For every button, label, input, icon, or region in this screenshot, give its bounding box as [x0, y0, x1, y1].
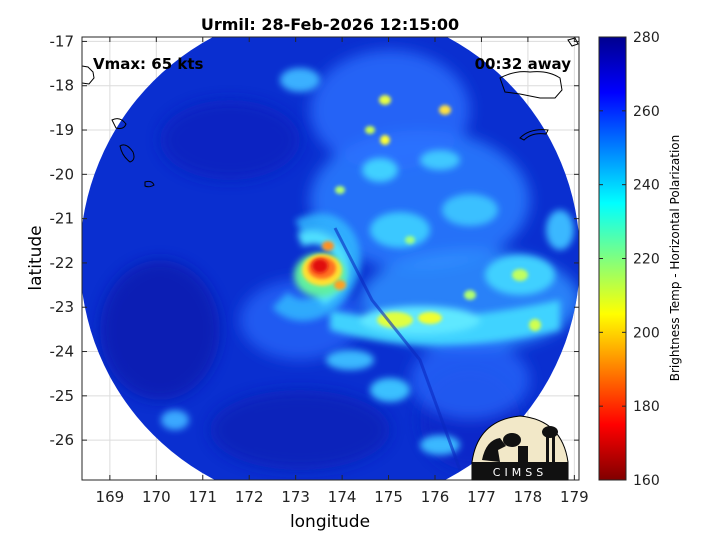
x-tick-label: 170	[142, 488, 171, 506]
figure-title: Urmil: 28-Feb-2026 12:15:00	[201, 15, 459, 34]
y-tick-label: -22	[50, 254, 75, 272]
x-tick-label: 169	[96, 488, 125, 506]
coastline-island-a	[111, 118, 127, 129]
x-tick-label: 173	[281, 488, 310, 506]
colorbar-tick-label: 260	[633, 104, 660, 120]
axes-frame	[81, 36, 580, 481]
x-tick-label: 174	[328, 488, 357, 506]
y-tick-label: -19	[50, 121, 75, 139]
x-axis-label: longitude	[290, 512, 370, 532]
coastline-fiji-east	[519, 129, 549, 141]
colorbar-scale	[598, 36, 627, 481]
colorbar-tick-label: 200	[633, 325, 660, 341]
colorbar-label: Brightness Temp - Horizontal Polarizatio…	[668, 135, 682, 382]
colorbar-tick-label: 180	[633, 399, 660, 415]
coastline-fiji-small	[567, 37, 579, 47]
x-tick-label: 177	[467, 488, 496, 506]
y-tick-label: -26	[50, 431, 75, 449]
y-tick-label: -25	[50, 387, 75, 405]
coastline-island-b	[119, 144, 135, 163]
logo-dish-silhouette	[482, 438, 506, 462]
colorbar-tick-label: 240	[633, 178, 660, 194]
colorbar-tick-label: 280	[633, 30, 660, 46]
y-tick-labels: -17 -18 -19 -20 -21 -22 -23 -24 -25 -26	[50, 32, 75, 449]
colorbar-tick-label: 220	[633, 252, 660, 268]
y-axis-label: latitude	[26, 225, 46, 290]
coastline-fiji	[499, 71, 563, 99]
logo-text: CIMSS	[493, 466, 547, 479]
y-tick-label: -18	[50, 77, 75, 95]
x-tick-label: 175	[374, 488, 403, 506]
x-tick-label: 178	[514, 488, 543, 506]
x-tick-labels: 169 170 171 172 173 174 175 176 177 178 179	[96, 488, 589, 506]
microwave-swath	[82, 37, 579, 480]
colorbar: 280 260 240 220 200 180 160 Brightness Temp - …	[598, 30, 682, 489]
time-away-annotation: 00:32 away	[475, 55, 572, 73]
coastline-new-caledonia-north	[82, 65, 95, 85]
x-tick-label: 172	[235, 488, 264, 506]
y-tick-label: -21	[50, 210, 75, 228]
x-tick-label: 176	[421, 488, 450, 506]
colorbar-ticks: 280 260 240 220 200 180 160	[599, 30, 660, 489]
x-tick-label: 171	[188, 488, 217, 506]
coastline-island-c	[144, 180, 155, 188]
x-tick-label: 179	[560, 488, 589, 506]
y-tick-label: -20	[50, 165, 75, 183]
y-tick-label: -17	[50, 32, 75, 50]
vmax-annotation: Vmax: 65 kts	[93, 55, 203, 73]
colorbar-tick-label: 160	[633, 473, 660, 489]
y-tick-label: -23	[50, 298, 75, 316]
coastlines	[82, 37, 579, 188]
cimss-logo: CIMSS	[471, 415, 569, 481]
storm-core	[272, 213, 361, 321]
y-tick-label: -24	[50, 343, 75, 361]
